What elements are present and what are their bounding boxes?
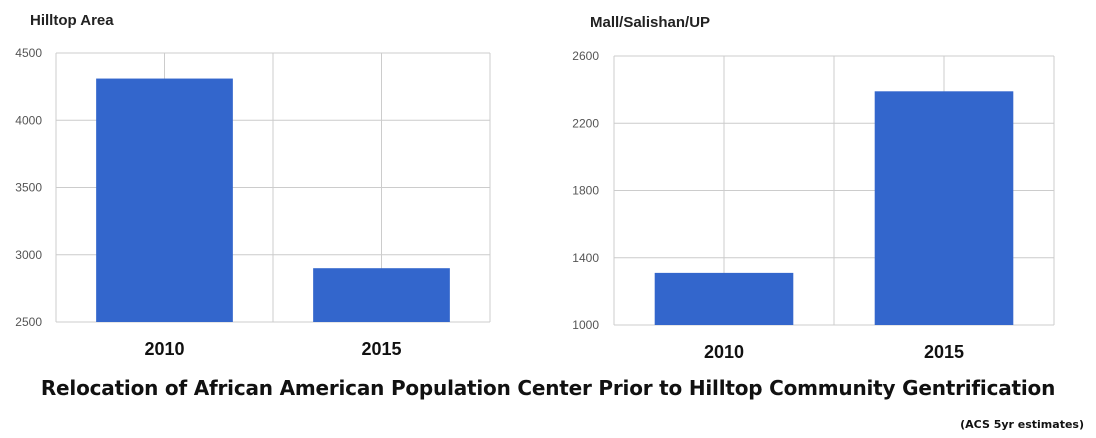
chart-title: Hilltop Area — [30, 12, 114, 29]
bar-2010 — [96, 78, 233, 323]
x-tick-label: 2015 — [361, 339, 401, 359]
y-tick-label: 1400 — [572, 251, 599, 265]
bar-2010 — [654, 272, 794, 325]
bar-2015 — [874, 91, 1014, 326]
y-tick-label: 2500 — [15, 315, 42, 329]
y-tick-label: 1800 — [572, 184, 599, 198]
source-note: (ACS 5yr estimates) — [960, 418, 1084, 431]
bar-2015 — [313, 268, 450, 322]
y-tick-label: 4000 — [15, 113, 42, 127]
x-tick-label: 2010 — [144, 339, 184, 359]
y-tick-label: 3000 — [15, 248, 42, 262]
chart-title: Mall/Salishan/UP — [590, 14, 710, 31]
y-tick-label: 2600 — [572, 49, 599, 63]
y-tick-label: 4500 — [15, 46, 42, 60]
x-tick-label: 2015 — [924, 342, 964, 362]
x-tick-label: 2010 — [704, 342, 744, 362]
figure-title: Relocation of African American Populatio… — [40, 376, 1056, 400]
y-tick-label: 1000 — [572, 318, 599, 332]
y-tick-label: 3500 — [15, 181, 42, 195]
y-tick-label: 2200 — [572, 116, 599, 130]
charts-canvas: Hilltop Area 2500 3000 3500 4000 4500 2010 2015… — [15, 12, 1055, 362]
